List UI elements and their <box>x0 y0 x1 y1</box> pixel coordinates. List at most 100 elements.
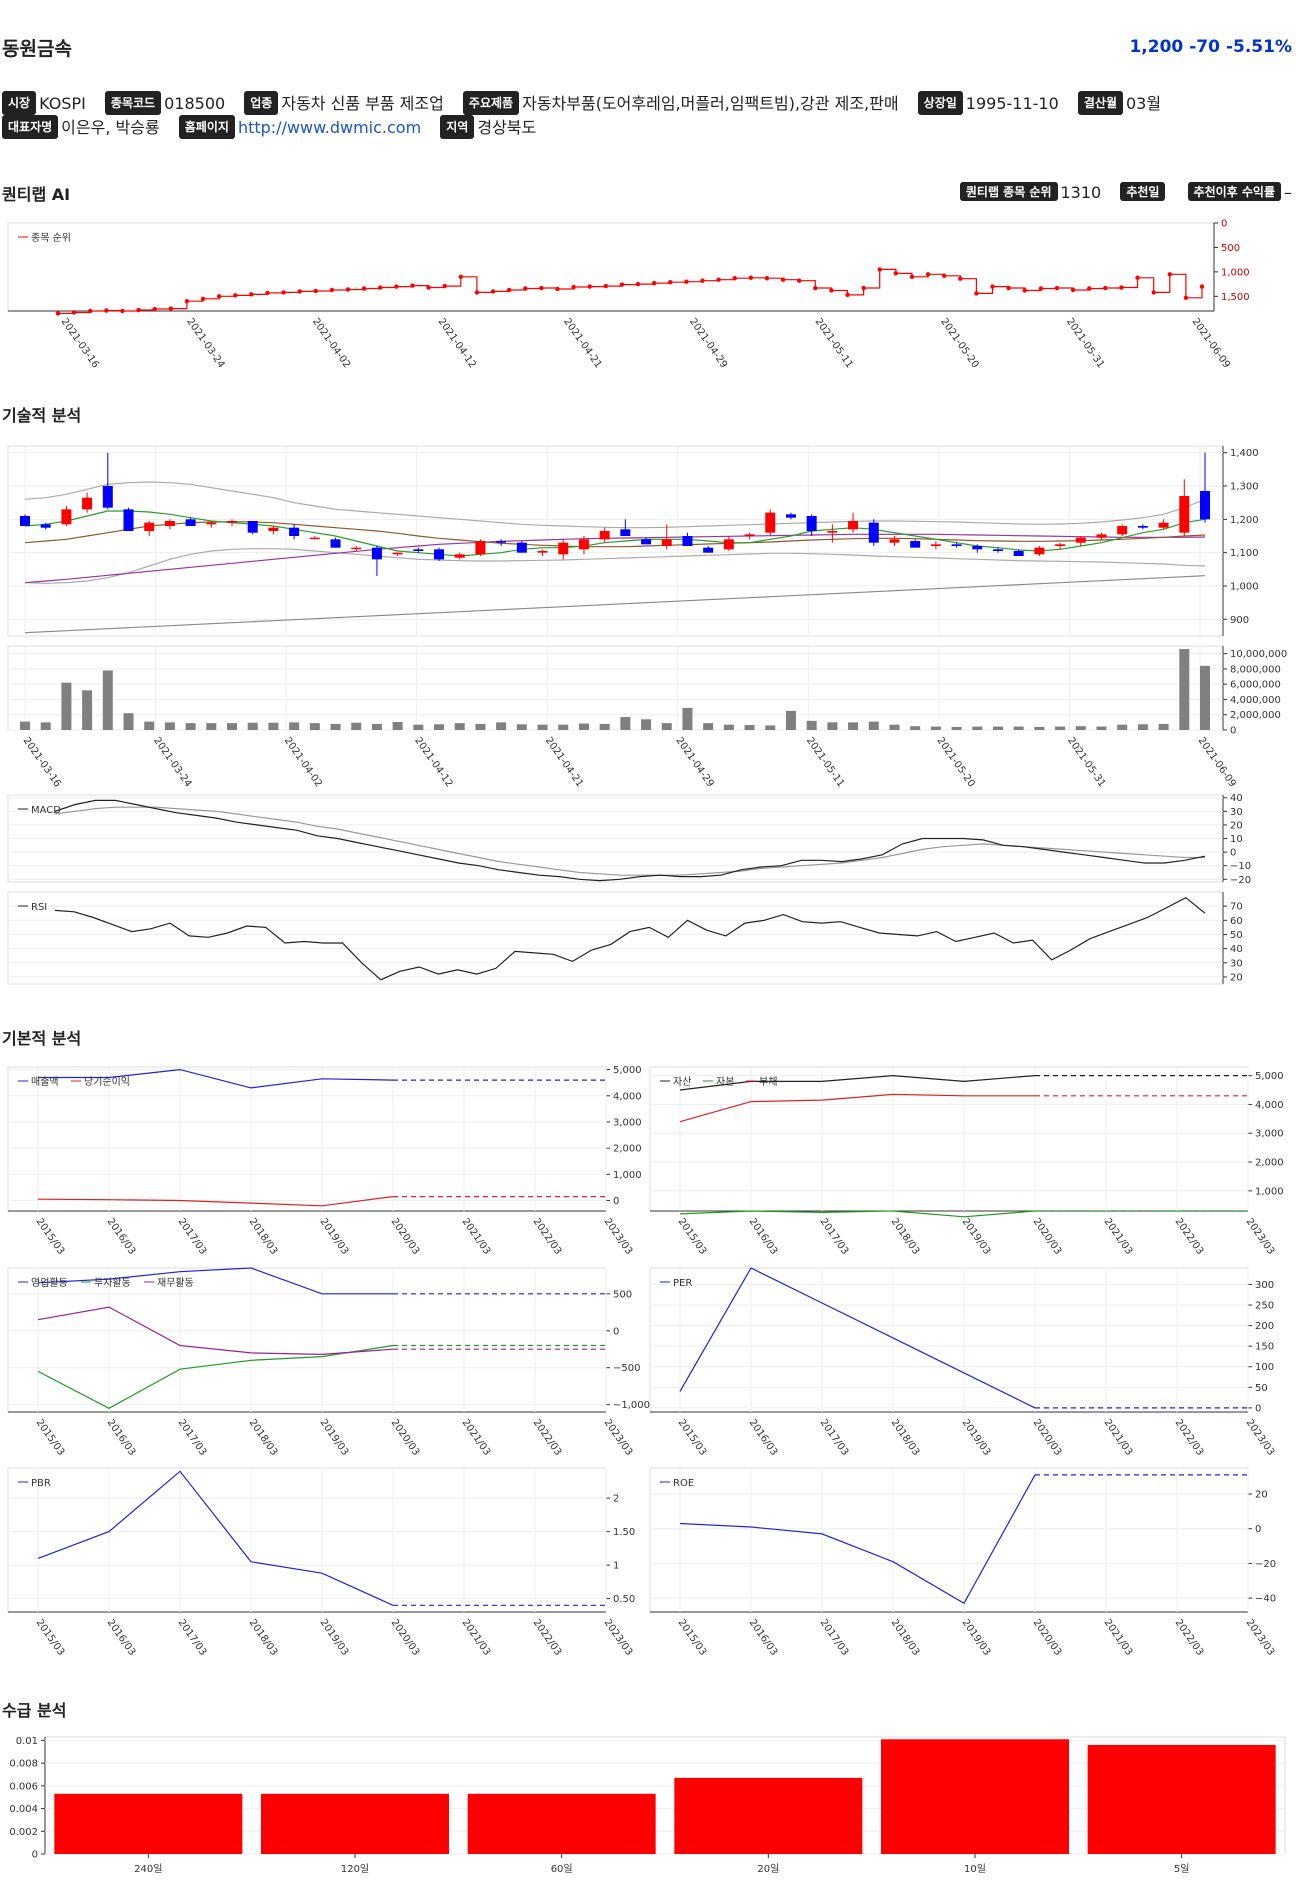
volume-chart-bar <box>889 724 900 730</box>
supply-chart-bar <box>54 1793 243 1854</box>
price-chart-candle-body <box>102 486 113 508</box>
volume-chart-bar <box>951 726 962 730</box>
return-tag: 추천이후 수익률 <box>1187 182 1281 201</box>
listed-value: 1995-11-10 <box>965 94 1059 113</box>
price-chart-candle-body <box>1096 534 1107 538</box>
supply-chart-y-tick-label: 0 <box>32 1850 38 1861</box>
roe-chart-x-tick-label: 2018/03 <box>889 1617 922 1657</box>
cashflow-chart-series-0-line <box>37 1267 393 1295</box>
cashflow-chart-x-tick-label: 2015/03 <box>34 1417 67 1457</box>
roe-chart-x-tick-label: 2015/03 <box>676 1617 709 1657</box>
price-chart-candle-body <box>703 547 714 553</box>
rank-chart-point <box>732 276 737 281</box>
per-chart-frame <box>649 1267 1249 1413</box>
volume-chart-bar <box>454 723 465 730</box>
market-value: KOSPI <box>39 94 86 113</box>
rank-chart-point <box>104 308 109 313</box>
price-chart-candle-body <box>268 527 279 531</box>
rank-chart-point <box>233 293 238 298</box>
roe-chart-x-tick-label: 2022/03 <box>1173 1617 1206 1657</box>
price-chart-candle-body <box>723 539 734 550</box>
volume-chart-bar <box>806 720 817 730</box>
volume-chart-bar <box>537 724 548 730</box>
quantilab-summary: 퀀티랩 종목 순위 1310 추천일 추천이후 수익률 – <box>959 182 1292 202</box>
volume-chart-y-tick-label: 10,000,000 <box>1230 649 1287 660</box>
pbr-chart-x-tick-label: 2021/03 <box>460 1617 493 1657</box>
balance-chart-x-tick-label: 2022/03 <box>1173 1216 1206 1256</box>
volume-chart-frame <box>7 645 1224 731</box>
price-chart-candle-body <box>785 514 796 518</box>
rank-chart-point <box>603 283 609 289</box>
supply-chart-frame <box>44 1736 1286 1855</box>
roe-chart-legend-label: ROE <box>673 1478 694 1489</box>
roe-chart-y-tick-label: −40 <box>1255 1594 1276 1605</box>
balance-chart-frame <box>649 1066 1249 1212</box>
rank-chart-point <box>71 310 77 315</box>
supply-chart-bar <box>1087 1744 1276 1854</box>
price-chart-candle-body <box>206 522 217 525</box>
price-chart-candle-body <box>1137 526 1148 528</box>
rec-date-tag: 추천일 <box>1120 182 1166 201</box>
sales-chart-frame <box>7 1066 607 1212</box>
price-chart-y-tick-label: 1,000 <box>1230 582 1259 593</box>
balance-chart-x-tick-label: 2021/03 <box>1102 1216 1135 1256</box>
pbr-chart-x-tick-label: 2022/03 <box>531 1617 564 1657</box>
price-chart-y-tick-label: 1,100 <box>1230 548 1259 559</box>
section-title-technical: 기술적 분석 <box>2 406 82 425</box>
sales-chart-x-tick-label: 2017/03 <box>176 1216 209 1256</box>
rank-chart-point <box>1038 286 1044 291</box>
price-chart-candle-body <box>682 536 693 546</box>
rank-chart-point <box>958 276 963 281</box>
balance-chart-x-tick-label: 2023/03 <box>1244 1216 1277 1256</box>
balance-chart-legend-label: 자산 <box>673 1076 691 1088</box>
rank-chart-point <box>378 285 383 290</box>
supply-chart-bar <box>261 1793 449 1854</box>
roe-chart-x-tick-label: 2019/03 <box>960 1617 993 1657</box>
volume-chart-bar <box>723 724 734 730</box>
volume-chart-x-tick-label: 2021-04-21 <box>543 735 585 789</box>
rank-chart-point <box>813 285 818 291</box>
volume-chart-bar <box>289 722 300 730</box>
volume-chart-bar <box>641 719 652 730</box>
price-chart-candle-body <box>972 546 983 550</box>
price-chart-candle-body <box>992 549 1003 551</box>
cashflow-chart-x-tick-label: 2016/03 <box>105 1417 138 1457</box>
rank-chart-point <box>361 286 367 291</box>
sales-chart-y-tick-label: 5,000 <box>613 1065 642 1076</box>
cashflow-chart-x-tick-label: 2017/03 <box>176 1417 209 1457</box>
price-chart-candle-body <box>413 549 424 551</box>
supply-chart-y-tick-label: 0.008 <box>9 1759 38 1770</box>
volume-chart-x-tick-label: 2021-05-20 <box>934 735 976 789</box>
price-chart-candle-body <box>247 521 258 533</box>
pbr-chart-series-0-line <box>37 1470 394 1606</box>
volume-chart-bar <box>247 722 258 730</box>
rank-chart-y-tick-label: 1,000 <box>1221 267 1250 278</box>
roe-chart-x-tick-label: 2016/03 <box>747 1617 780 1657</box>
product-value: 자동차부품(도어후레임,머플러,임팩트빔),강관 제조,판매 <box>522 94 899 113</box>
rank-chart-point <box>796 278 802 283</box>
sales-chart-x-tick-label: 2022/03 <box>531 1216 564 1256</box>
sales-chart-legend-label: 매출액 <box>31 1076 59 1088</box>
pbr-chart-x-tick-label: 2017/03 <box>176 1617 209 1657</box>
homepage-link[interactable]: http://www.dwmic.com <box>237 118 422 137</box>
section-title-supply: 수급 분석 <box>2 1701 67 1720</box>
balance-chart-x-tick-label: 2017/03 <box>818 1216 851 1256</box>
rsi-chart-y-tick-label: 50 <box>1230 930 1243 941</box>
section-title-fundamental: 기본적 분석 <box>2 1029 82 1048</box>
pbr-chart-frame <box>7 1467 607 1613</box>
rsi-chart-y-tick-label: 30 <box>1230 958 1243 969</box>
sales-chart-legend-label: 당기순이익 <box>84 1076 130 1088</box>
price-chart-candle-body <box>641 539 652 545</box>
per-chart-x-tick-label: 2018/03 <box>889 1417 922 1457</box>
volume-chart-bar <box>206 723 217 730</box>
sales-chart-x-tick-label: 2023/03 <box>602 1216 635 1256</box>
macd-chart-y-tick-label: −20 <box>1230 875 1251 886</box>
cashflow-chart-series-2-line <box>37 1306 394 1356</box>
supply-chart-bar <box>674 1777 863 1854</box>
rank-chart-x-tick-label: 2021-03-16 <box>59 316 101 370</box>
price-chart-candle-body <box>889 539 900 543</box>
price-chart-candle-body <box>392 552 403 555</box>
macd-chart-macd-line <box>54 799 1206 882</box>
volume-chart-bar <box>392 721 403 730</box>
rank-value: 1310 <box>1060 183 1102 202</box>
